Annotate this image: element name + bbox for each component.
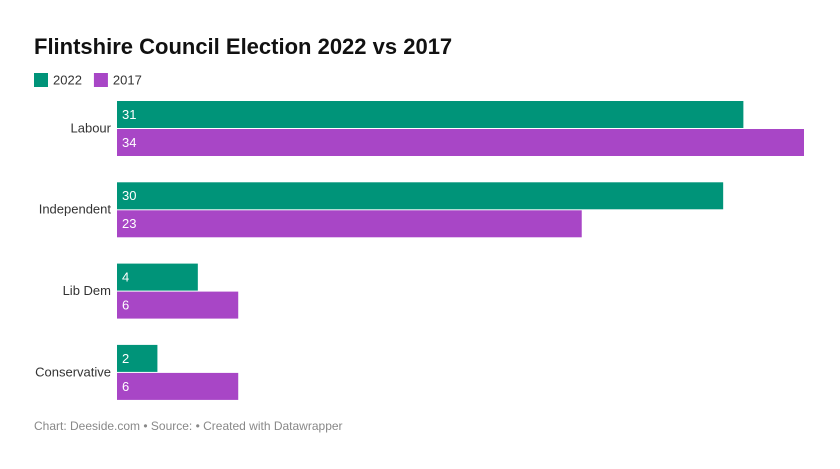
value-label: 2 (122, 351, 129, 366)
bar (117, 101, 744, 128)
legend-swatch (93, 73, 108, 87)
chart-title: Flintshire Council Election 2022 vs 2017 (34, 34, 452, 59)
category-label: Lib Dem (63, 283, 111, 298)
footer: Chart: Deeside.com • Source: • Created w… (34, 419, 343, 433)
bar (117, 291, 239, 319)
legend-label: 2017 (113, 72, 142, 87)
value-label: 4 (122, 270, 129, 285)
bar (117, 182, 724, 210)
value-label: 6 (122, 379, 129, 394)
bar (117, 372, 239, 400)
category-label: Independent (39, 202, 112, 217)
category-label: Labour (71, 120, 112, 135)
bar (117, 263, 198, 291)
bar (117, 129, 804, 156)
value-label: 6 (122, 298, 129, 313)
value-label: 23 (122, 216, 136, 231)
value-label: 31 (122, 107, 136, 122)
category-label: Conservative (35, 364, 111, 379)
legend-swatch (34, 73, 48, 87)
bar (117, 344, 158, 372)
legend-label: 2022 (53, 72, 82, 87)
bar (117, 210, 582, 238)
value-label: 34 (122, 135, 136, 150)
value-label: 30 (122, 188, 136, 203)
